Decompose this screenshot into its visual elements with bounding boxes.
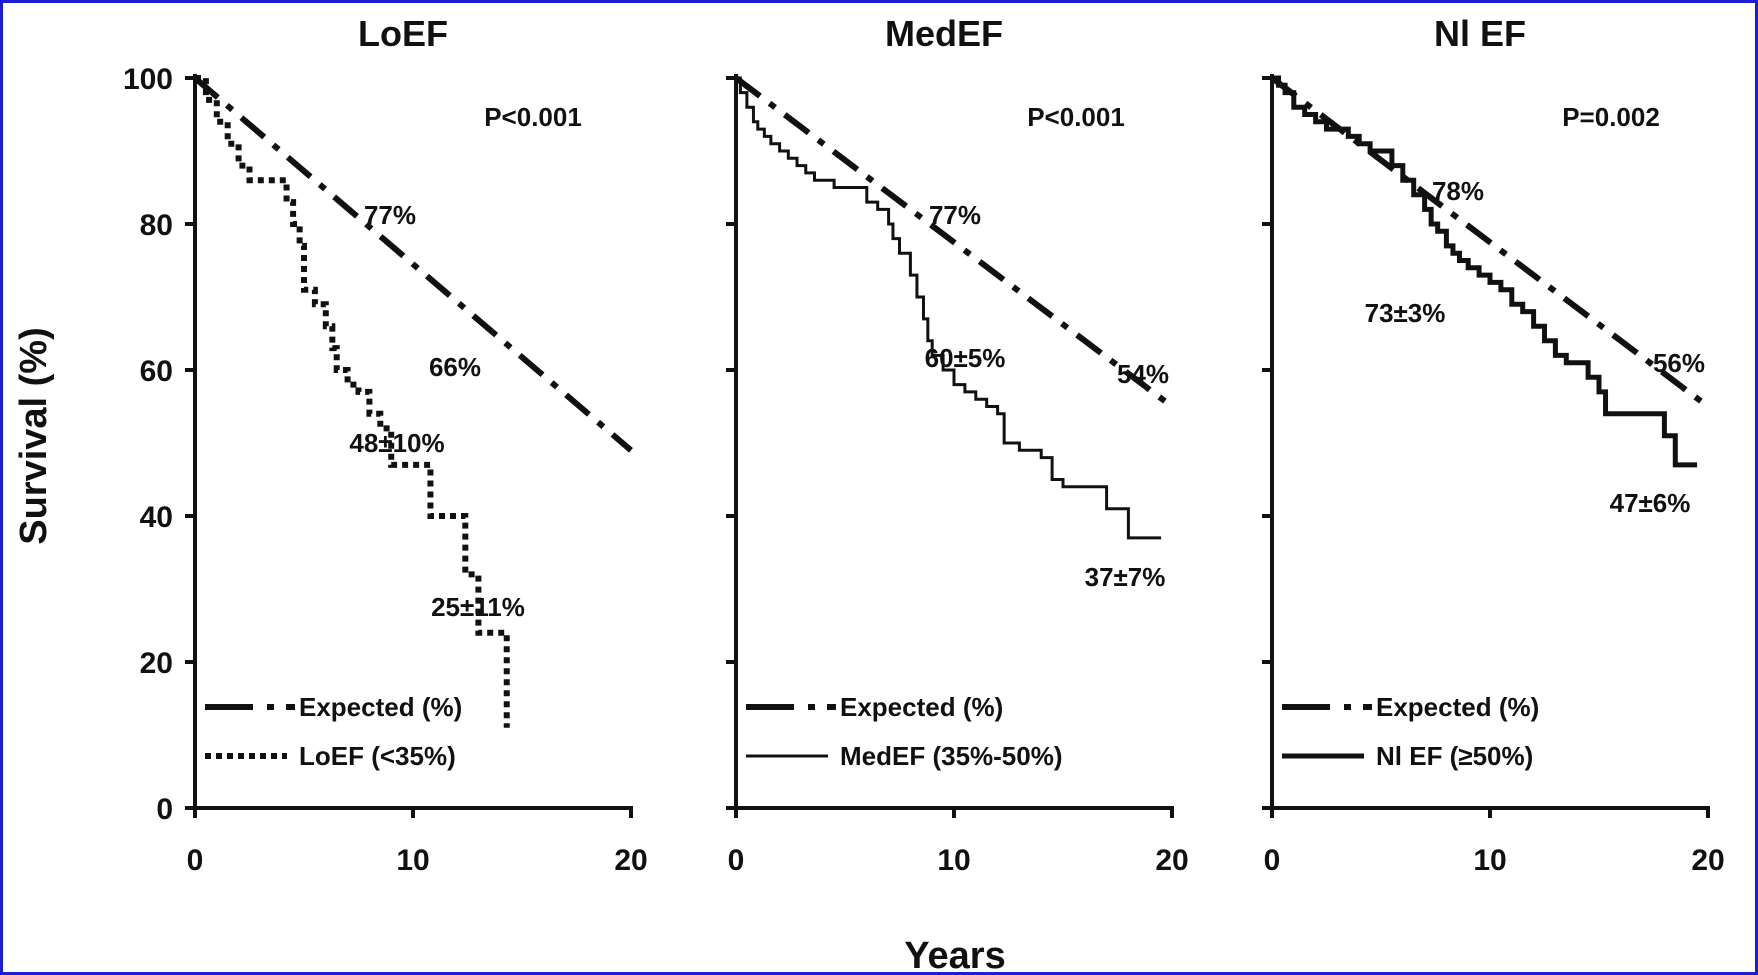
legend-label: Expected (%) bbox=[299, 692, 462, 722]
legend-label: Expected (%) bbox=[840, 692, 1003, 722]
x-tick-label: 0 bbox=[728, 844, 745, 877]
p-value-label: P=0.002 bbox=[1562, 102, 1660, 132]
x-tick-label: 10 bbox=[937, 844, 970, 877]
p-value-label: P<0.001 bbox=[1027, 102, 1125, 132]
survival-annotation: 54% bbox=[1117, 359, 1169, 389]
survival-annotation: 60±5% bbox=[925, 343, 1006, 373]
survival-annotation: 66% bbox=[429, 352, 481, 382]
series-line-expected bbox=[193, 75, 633, 453]
x-tick-label: 20 bbox=[614, 844, 647, 877]
survival-annotation: 25±11% bbox=[431, 592, 525, 622]
y-tick-label: 80 bbox=[140, 209, 173, 242]
x-axis-label: Years bbox=[904, 935, 1005, 975]
series-line-observed bbox=[736, 76, 1162, 540]
legend-label: Nl EF (≥50%) bbox=[1376, 741, 1533, 771]
legend-label: LoEF (<35%) bbox=[299, 741, 456, 771]
survival-annotation: 73±3% bbox=[1365, 298, 1446, 328]
legend-label: Expected (%) bbox=[1376, 692, 1539, 722]
survival-annotation: 48±10% bbox=[349, 428, 444, 458]
panel-title: LoEF bbox=[358, 13, 448, 54]
panel-title: MedEF bbox=[885, 13, 1003, 54]
x-tick-label: 0 bbox=[187, 844, 204, 877]
y-tick-label: 40 bbox=[140, 501, 173, 534]
survival-annotation: 77% bbox=[364, 200, 416, 230]
legend-label: MedEF (35%-50%) bbox=[840, 741, 1063, 771]
y-tick-label: 0 bbox=[156, 793, 173, 826]
x-tick-label: 10 bbox=[396, 844, 429, 877]
survival-annotation: 56% bbox=[1653, 348, 1705, 378]
series-line-observed bbox=[195, 75, 510, 728]
panel-2: MedEF 0 10 20 Expected (%) MedEF (35%-50%) P<0… bbox=[726, 13, 1189, 877]
panel-title: Nl EF bbox=[1434, 13, 1526, 54]
x-tick-label: 20 bbox=[1155, 844, 1188, 877]
x-tick-label: 20 bbox=[1691, 844, 1724, 877]
survival-annotation: 37±7% bbox=[1085, 562, 1166, 592]
survival-annotation: 47±6% bbox=[1610, 488, 1691, 518]
y-axis-label: Survival (%) bbox=[13, 327, 55, 545]
y-tick-label: 100 bbox=[123, 63, 173, 96]
x-tick-label: 0 bbox=[1264, 844, 1281, 877]
y-tick-label: 60 bbox=[140, 355, 173, 388]
series-line-expected bbox=[734, 75, 1174, 409]
panel-3: Nl EF 0 10 20 Expected (%) Nl EF (≥50%) P=0.00… bbox=[1262, 13, 1725, 877]
p-value-label: P<0.001 bbox=[484, 102, 582, 132]
series-line-observed bbox=[1272, 75, 1698, 468]
x-tick-label: 10 bbox=[1473, 844, 1506, 877]
y-tick-label: 20 bbox=[140, 647, 173, 680]
survival-annotation: 78% bbox=[1432, 176, 1484, 206]
panel-1: LoEF 0 20 40 60 80 100 0 10 20 Expected (%) LoEF (<… bbox=[123, 13, 648, 877]
survival-annotation: 77% bbox=[929, 200, 981, 230]
series-line-expected bbox=[1270, 75, 1710, 409]
